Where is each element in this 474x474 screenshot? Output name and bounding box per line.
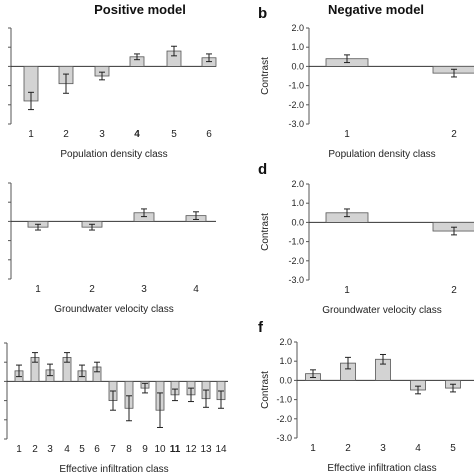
category-label-e-6: 6	[94, 444, 100, 455]
category-label-f-1: 1	[310, 443, 316, 454]
panel-c-group: 1 2 3 4 Groundwater velocity class	[8, 182, 216, 315]
category-label-e-14: 14	[215, 444, 227, 455]
category-label-d-2: 2	[451, 285, 457, 296]
panel-a-group: 1 2 3 4 5 6 Population density class	[8, 27, 217, 160]
category-label-e-9: 9	[142, 444, 148, 455]
category-label-f-2: 2	[345, 443, 351, 454]
category-label-a-4: 4	[134, 129, 140, 140]
category-label-d-1: 1	[344, 285, 350, 296]
panel-d-group: d -3.0 -2.0 -1.0 0.0 1.0 2.0 Contrast 1 2 Groundwa…	[258, 161, 474, 316]
y-tick-label-f-5: 2.0	[279, 337, 292, 347]
category-label-a-1: 1	[28, 129, 34, 140]
category-label-c-2: 2	[89, 284, 95, 295]
category-label-e-11: 11	[170, 444, 181, 455]
x-axis-label-d: Groundwater velocity class	[322, 305, 442, 316]
x-axis-label-e: Effective infiltration class	[59, 464, 168, 474]
y-tick-label-d-0: -3.0	[288, 275, 304, 285]
y-tick-label-b-2: -1.0	[288, 81, 304, 91]
y-tick-label-f-0: -3.0	[276, 433, 292, 443]
category-label-a-6: 6	[206, 129, 212, 140]
category-label-c-1: 1	[35, 284, 41, 295]
y-tick-label-f-1: -2.0	[276, 414, 292, 424]
panel-letter-b: b	[258, 5, 267, 22]
y-tick-label-b-5: 2.0	[291, 23, 304, 33]
y-tick-label-d-5: 2.0	[291, 179, 304, 189]
y-axis-label-f: Contrast	[260, 371, 271, 409]
category-label-e-7: 7	[110, 444, 116, 455]
y-axis-label-b: Contrast	[260, 57, 271, 95]
category-label-e-4: 4	[64, 444, 70, 455]
positive-model-title: Positive model	[94, 2, 186, 17]
x-axis-label-c: Groundwater velocity class	[54, 304, 174, 315]
negative-model-title: Negative model	[328, 2, 424, 17]
y-tick-label-f-3: 0.0	[279, 375, 292, 385]
y-tick-label-d-3: 0.0	[291, 217, 304, 227]
category-label-e-5: 5	[79, 444, 85, 455]
category-label-a-2: 2	[63, 129, 69, 140]
y-tick-label-b-1: -2.0	[288, 100, 304, 110]
x-axis-label-a: Population density class	[60, 149, 167, 160]
panel-letter-d: d	[258, 161, 267, 178]
y-tick-label-d-4: 1.0	[291, 198, 304, 208]
category-label-a-3: 3	[99, 129, 105, 140]
y-tick-label-b-0: -3.0	[288, 119, 304, 129]
y-tick-label-f-4: 1.0	[279, 356, 292, 366]
panel-letter-f: f	[258, 319, 264, 336]
category-label-b-2: 2	[451, 129, 457, 140]
x-axis-label-b: Population density class	[328, 149, 435, 160]
category-label-b-1: 1	[344, 129, 350, 140]
category-label-e-1: 1	[16, 444, 22, 455]
category-label-f-4: 4	[415, 443, 421, 454]
category-label-e-12: 12	[185, 444, 197, 455]
category-label-c-3: 3	[141, 284, 147, 295]
category-label-c-4: 4	[193, 284, 199, 295]
y-tick-label-f-2: -1.0	[276, 395, 292, 405]
y-axis-label-d: Contrast	[260, 213, 271, 251]
y-tick-label-b-3: 0.0	[291, 61, 304, 71]
category-label-f-3: 3	[380, 443, 386, 454]
panel-b-group: b -3.0 -2.0 -1.0 0.0 1.0 2.0 Contrast 1 2 Populati…	[258, 5, 474, 160]
category-label-e-10: 10	[154, 444, 166, 455]
category-label-e-3: 3	[47, 444, 53, 455]
category-label-e-8: 8	[126, 444, 132, 455]
x-axis-label-f: Effective infiltration class	[327, 463, 436, 474]
category-label-e-13: 13	[200, 444, 212, 455]
y-tick-label-b-4: 1.0	[291, 42, 304, 52]
category-label-f-5: 5	[450, 443, 456, 454]
category-label-e-2: 2	[32, 444, 38, 455]
panel-f-group: f -3.0 -2.0 -1.0 0.0 1.0 2.0 Contrast 1 2 3 4 5 Effec…	[258, 319, 474, 474]
y-tick-label-d-1: -2.0	[288, 256, 304, 266]
y-tick-label-d-2: -1.0	[288, 237, 304, 247]
category-label-a-5: 5	[171, 129, 177, 140]
